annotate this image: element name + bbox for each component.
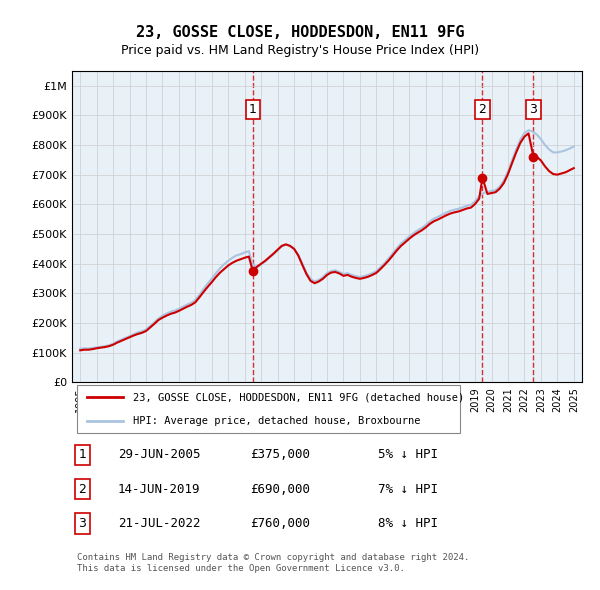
Text: 14-JUN-2019: 14-JUN-2019	[118, 483, 200, 496]
Text: 23, GOSSE CLOSE, HODDESDON, EN11 9FG: 23, GOSSE CLOSE, HODDESDON, EN11 9FG	[136, 25, 464, 40]
Text: 23, GOSSE CLOSE, HODDESDON, EN11 9FG (detached house): 23, GOSSE CLOSE, HODDESDON, EN11 9FG (de…	[133, 392, 464, 402]
Text: 8% ↓ HPI: 8% ↓ HPI	[378, 517, 438, 530]
Text: 2: 2	[479, 103, 487, 116]
Text: 3: 3	[530, 103, 538, 116]
Text: 5% ↓ HPI: 5% ↓ HPI	[378, 448, 438, 461]
Text: Price paid vs. HM Land Registry's House Price Index (HPI): Price paid vs. HM Land Registry's House …	[121, 44, 479, 57]
Text: £375,000: £375,000	[251, 448, 311, 461]
FancyBboxPatch shape	[77, 385, 460, 433]
Text: 29-JUN-2005: 29-JUN-2005	[118, 448, 200, 461]
Text: 1: 1	[249, 103, 257, 116]
Text: HPI: Average price, detached house, Broxbourne: HPI: Average price, detached house, Brox…	[133, 416, 421, 426]
Text: 21-JUL-2022: 21-JUL-2022	[118, 517, 200, 530]
Text: 7% ↓ HPI: 7% ↓ HPI	[378, 483, 438, 496]
Text: 3: 3	[78, 517, 86, 530]
Text: £690,000: £690,000	[251, 483, 311, 496]
Text: Contains HM Land Registry data © Crown copyright and database right 2024.
This d: Contains HM Land Registry data © Crown c…	[77, 553, 469, 573]
Text: £760,000: £760,000	[251, 517, 311, 530]
Text: 1: 1	[78, 448, 86, 461]
Text: 2: 2	[78, 483, 86, 496]
